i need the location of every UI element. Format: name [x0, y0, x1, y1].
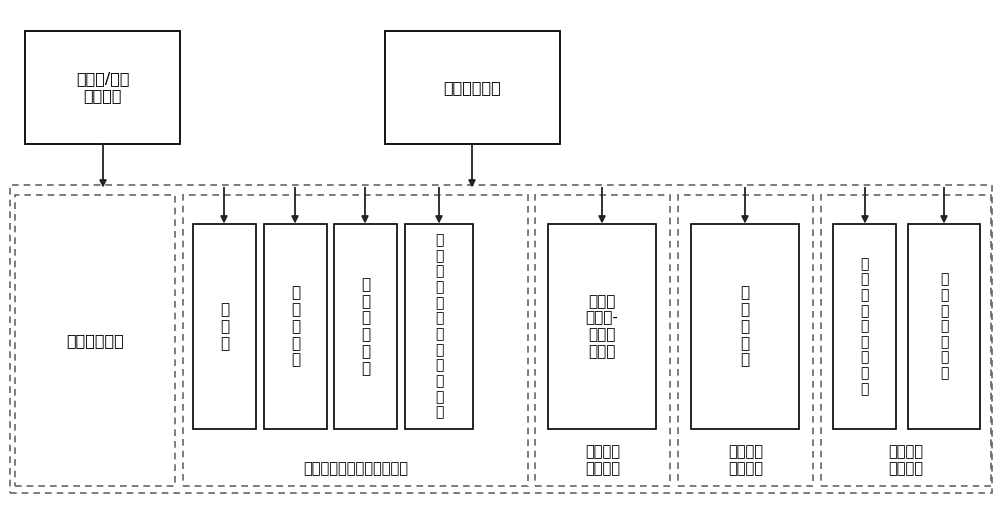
Bar: [908, 224, 980, 429]
Bar: [193, 224, 256, 429]
Text: 目标树
成功树-
动态主
逻辑图: 目标树 成功树- 动态主 逻辑图: [586, 293, 618, 359]
Text: 故
障
模
式
影
响
及
危
害
性
分
析: 故 障 模 式 影 响 及 危 害 性 分 析: [435, 233, 443, 419]
Text: 事
件
序
列
图: 事 件 序 列 图: [740, 285, 750, 368]
Bar: [385, 31, 560, 144]
Text: 安全性数据存储与管理模块: 安全性数据存储与管理模块: [303, 462, 408, 476]
Bar: [334, 224, 397, 429]
Bar: [25, 31, 180, 144]
Text: 产
品
树: 产 品 树: [220, 302, 229, 351]
Bar: [833, 224, 896, 429]
Text: 管理员/关键
用户使用: 管理员/关键 用户使用: [76, 71, 129, 104]
Bar: [678, 195, 813, 486]
Text: 普通用户使用: 普通用户使用: [444, 80, 501, 95]
Text: 典
型
危
险
源: 典 型 危 险 源: [291, 285, 300, 368]
Bar: [264, 224, 327, 429]
Text: 危
险
事
故
案
例: 危 险 事 故 案 例: [361, 277, 370, 376]
Bar: [821, 195, 991, 486]
Text: 系统管理模块: 系统管理模块: [66, 333, 124, 348]
Bar: [405, 224, 473, 429]
Text: 分
析
结
果
树
形
引
导
图: 分 析 结 果 树 形 引 导 图: [860, 257, 869, 396]
Text: 事故场景
分析模块: 事故场景 分析模块: [728, 444, 763, 476]
Text: 初因事件
分析模块: 初因事件 分析模块: [585, 444, 620, 476]
Bar: [15, 195, 175, 486]
Text: 分析结果
查看模块: 分析结果 查看模块: [888, 444, 923, 476]
Bar: [535, 195, 670, 486]
Bar: [691, 224, 799, 429]
Bar: [548, 224, 656, 429]
Bar: [10, 185, 992, 493]
Bar: [183, 195, 528, 486]
Text: 损
失
分
类
树
状
图: 损 失 分 类 树 状 图: [940, 272, 948, 380]
